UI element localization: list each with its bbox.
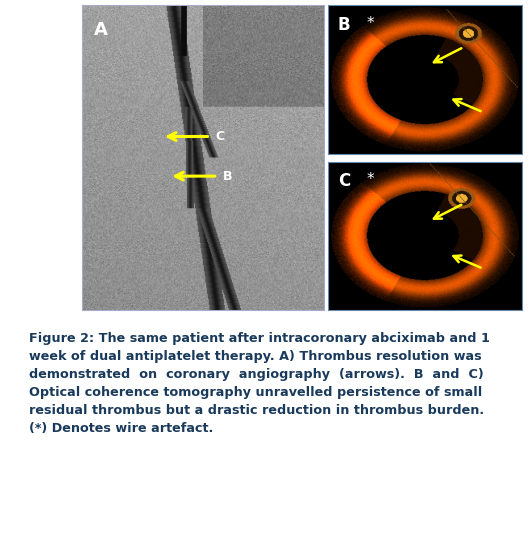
Text: B: B — [338, 16, 350, 34]
Text: C: C — [215, 130, 224, 143]
Text: B: B — [222, 170, 232, 183]
Text: *: * — [367, 172, 374, 187]
Text: C: C — [338, 172, 350, 191]
Text: Figure 2: The same patient after intracoronary abciximab and 1
week of dual anti: Figure 2: The same patient after intraco… — [29, 332, 490, 435]
Text: A: A — [95, 21, 108, 39]
Text: *: * — [367, 16, 374, 31]
